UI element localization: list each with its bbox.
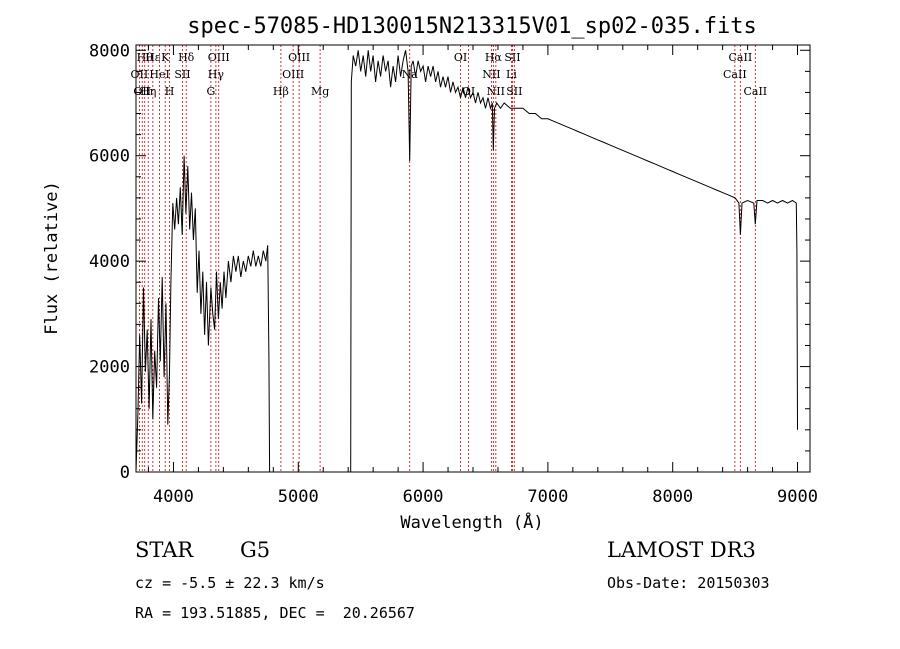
line-marker-label: Hδ xyxy=(178,51,195,64)
line-marker-label: Hα xyxy=(485,51,503,64)
line-marker-label: Mg xyxy=(311,85,329,98)
spectral-subclass: G5 xyxy=(240,538,271,562)
spectrum-line xyxy=(135,50,798,473)
object-class: STAR xyxy=(135,538,194,562)
line-marker-label: G xyxy=(206,85,215,98)
y-axis-label: Flux (relative) xyxy=(42,181,62,335)
line-marker-label: SII xyxy=(504,51,520,64)
chart-title: spec-57085-HD130015N213315V01_sp02-035.f… xyxy=(187,14,757,39)
y-tick-label: 6000 xyxy=(89,147,130,167)
line-marker-label: NII xyxy=(487,85,505,98)
axis-ticks: 4000 5000 6000 7000 8000 9000 0 2000 4000 6000 800… xyxy=(89,41,818,507)
line-marker-label: OIII xyxy=(208,51,230,64)
line-marker-label: OIII xyxy=(282,68,304,81)
redshift-line: cz = -5.5 ± 22.3 km/s xyxy=(135,574,325,592)
line-marker-label: OIII xyxy=(288,51,310,64)
line-marker-label: Hε xyxy=(145,51,161,64)
line-marker-label: OII xyxy=(133,85,151,98)
x-axis-label: Wavelength (Å) xyxy=(400,511,543,533)
y-tick-label: 2000 xyxy=(89,358,130,378)
line-marker-label: SII xyxy=(174,68,190,81)
line-marker-label: HeI xyxy=(149,68,169,81)
x-tick-label: 5000 xyxy=(278,487,319,507)
x-tick-label: 9000 xyxy=(777,487,818,507)
line-marker-labels: OII OII Hθ Hη Hε HeI K H SII Hδ G Hγ OIII Hβ OIII OIII M… xyxy=(131,51,768,98)
line-marker-label: OI xyxy=(454,51,467,64)
y-tick-label: 4000 xyxy=(89,252,130,272)
plot-frame xyxy=(135,44,811,473)
line-marker-label: NII xyxy=(482,68,500,81)
line-marker-label: CaII xyxy=(723,68,747,81)
line-marker-label: H xyxy=(165,85,175,98)
survey-name: LAMOST DR3 xyxy=(607,538,756,562)
coordinates: RA = 193.51885, DEC = 20.26567 xyxy=(135,604,415,622)
line-markers xyxy=(138,45,756,472)
line-marker-label: OII xyxy=(131,68,149,81)
obs-date: Obs-Date: 20150303 xyxy=(607,574,770,592)
line-marker-label: CaII xyxy=(743,85,767,98)
line-marker-label: Hθ xyxy=(137,51,154,64)
line-marker-label: Na xyxy=(402,68,419,81)
x-tick-label: 8000 xyxy=(652,487,693,507)
line-marker-label: Hγ xyxy=(208,68,225,81)
line-marker-label: Hβ xyxy=(273,85,289,98)
line-marker-label: CaII xyxy=(729,51,753,64)
x-tick-label: 4000 xyxy=(153,487,194,507)
x-tick-label: 6000 xyxy=(403,487,444,507)
line-marker-label: Li xyxy=(506,68,517,81)
y-tick-label: 8000 xyxy=(89,41,130,61)
line-marker-label: K xyxy=(161,51,170,64)
line-marker-label: Hη xyxy=(140,85,156,98)
x-tick-label: 7000 xyxy=(527,487,568,507)
line-marker-label: SII xyxy=(506,85,522,98)
y-tick-label: 0 xyxy=(120,463,130,483)
